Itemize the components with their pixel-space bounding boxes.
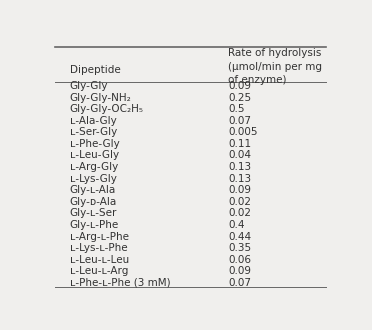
Text: Gly-ʟ-Ser: Gly-ʟ-Ser bbox=[70, 208, 117, 218]
Text: 0.09: 0.09 bbox=[228, 266, 251, 276]
Text: ʟ-Ala-Gly: ʟ-Ala-Gly bbox=[70, 116, 116, 126]
Text: 0.4: 0.4 bbox=[228, 220, 245, 230]
Text: 0.11: 0.11 bbox=[228, 139, 251, 149]
Text: 0.44: 0.44 bbox=[228, 232, 251, 242]
Text: 0.13: 0.13 bbox=[228, 174, 251, 184]
Text: ʟ-Phe-ʟ-Phe (3 mM): ʟ-Phe-ʟ-Phe (3 mM) bbox=[70, 278, 170, 288]
Text: Gly-ʟ-Phe: Gly-ʟ-Phe bbox=[70, 220, 119, 230]
Text: Gly-ʟ-Ala: Gly-ʟ-Ala bbox=[70, 185, 116, 195]
Text: 0.02: 0.02 bbox=[228, 208, 251, 218]
Text: ʟ-Arg-ʟ-Phe: ʟ-Arg-ʟ-Phe bbox=[70, 232, 129, 242]
Text: ʟ-Leu-Gly: ʟ-Leu-Gly bbox=[70, 150, 119, 160]
Text: Rate of hydrolysis
(μmol/min per mg
of enzyme): Rate of hydrolysis (μmol/min per mg of e… bbox=[228, 49, 322, 85]
Text: Gly-Gly-OC₂H₅: Gly-Gly-OC₂H₅ bbox=[70, 104, 144, 114]
Text: 0.35: 0.35 bbox=[228, 243, 251, 253]
Text: ʟ-Lys-Gly: ʟ-Lys-Gly bbox=[70, 174, 116, 184]
Text: ʟ-Ser-Gly: ʟ-Ser-Gly bbox=[70, 127, 117, 137]
Text: 0.06: 0.06 bbox=[228, 255, 251, 265]
Text: 0.005: 0.005 bbox=[228, 127, 258, 137]
Text: 0.25: 0.25 bbox=[228, 93, 251, 103]
Text: 0.07: 0.07 bbox=[228, 278, 251, 288]
Text: 0.02: 0.02 bbox=[228, 197, 251, 207]
Text: Gly-ᴅ-Ala: Gly-ᴅ-Ala bbox=[70, 197, 117, 207]
Text: 0.5: 0.5 bbox=[228, 104, 245, 114]
Text: Gly-Gly: Gly-Gly bbox=[70, 81, 108, 91]
Text: ʟ-Arg-Gly: ʟ-Arg-Gly bbox=[70, 162, 118, 172]
Text: ʟ-Leu-ʟ-Arg: ʟ-Leu-ʟ-Arg bbox=[70, 266, 128, 276]
Text: ʟ-Phe-Gly: ʟ-Phe-Gly bbox=[70, 139, 119, 149]
Text: 0.09: 0.09 bbox=[228, 185, 251, 195]
Text: ʟ-Leu-ʟ-Leu: ʟ-Leu-ʟ-Leu bbox=[70, 255, 129, 265]
Text: 0.13: 0.13 bbox=[228, 162, 251, 172]
Text: Dipeptide: Dipeptide bbox=[70, 65, 120, 75]
Text: 0.09: 0.09 bbox=[228, 81, 251, 91]
Text: Gly-Gly-NH₂: Gly-Gly-NH₂ bbox=[70, 93, 131, 103]
Text: 0.04: 0.04 bbox=[228, 150, 251, 160]
Text: ʟ-Lys-ʟ-Phe: ʟ-Lys-ʟ-Phe bbox=[70, 243, 127, 253]
Text: 0.07: 0.07 bbox=[228, 116, 251, 126]
